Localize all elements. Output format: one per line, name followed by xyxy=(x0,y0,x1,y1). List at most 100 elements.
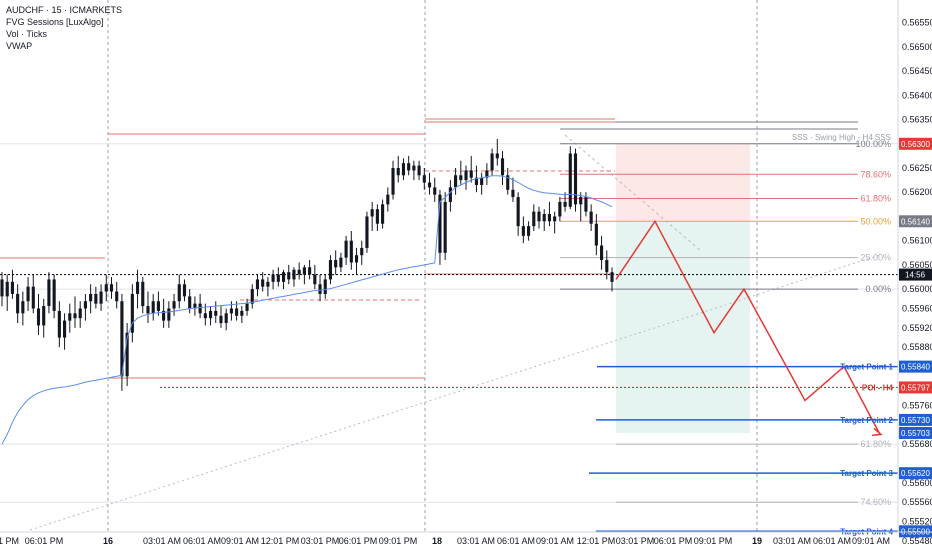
vwap-line xyxy=(1,175,613,445)
candle-body-8 xyxy=(42,306,46,326)
symbol-title[interactable]: AUDCHF · 15 · ICMARKETS xyxy=(6,5,123,15)
candle-body-94 xyxy=(490,153,494,171)
candle-body-83 xyxy=(433,187,437,195)
candle-body-67 xyxy=(349,240,353,263)
price-badge-3: 0.55797 xyxy=(901,383,930,392)
price-tick-23: 0.55560 xyxy=(902,497,932,507)
indicator-volume[interactable]: Vol · Ticks xyxy=(6,29,48,39)
candle-body-81 xyxy=(422,175,426,183)
candle-body-10 xyxy=(52,279,56,311)
candle-body-9 xyxy=(47,279,51,307)
candle-body-60 xyxy=(313,274,317,285)
price-tick-2: 0.56450 xyxy=(902,66,932,76)
price-tick-9: 0.56100 xyxy=(902,236,932,246)
price-tick-4: 0.56350 xyxy=(902,115,932,125)
candle-body-95 xyxy=(495,153,499,159)
candle-body-77 xyxy=(401,163,406,176)
candle-body-33 xyxy=(172,301,176,309)
candle-body-20 xyxy=(104,284,108,292)
candle-body-27 xyxy=(141,281,145,307)
candle-body-24 xyxy=(125,332,129,377)
time-tick-13: 09:01 AM xyxy=(536,536,574,546)
price-badge-4: 0.55730 xyxy=(901,416,930,425)
price-tick-11: 0.56000 xyxy=(902,284,932,294)
candle-body-78 xyxy=(407,163,411,171)
candle-body-55 xyxy=(287,272,291,280)
candle-body-47 xyxy=(245,303,249,311)
candle-body-31 xyxy=(162,310,166,321)
time-tick-17: 09:01 PM xyxy=(694,536,733,546)
projection-zigzag xyxy=(615,219,881,435)
price-axis[interactable]: 0.56550 0.56500 0.56450 0.56400 0.56350 0.563… xyxy=(897,0,932,550)
candle-body-59 xyxy=(308,267,312,275)
candle-body-111 xyxy=(579,197,583,205)
time-tick-10: 18 xyxy=(432,536,442,546)
session-separators xyxy=(0,0,898,532)
candle-body-82 xyxy=(427,182,432,188)
candle-body-25 xyxy=(130,293,134,333)
sell-target-zone xyxy=(616,221,750,433)
fib-label-2: 61.80% xyxy=(860,194,891,204)
price-badge-5: 0.55703 xyxy=(901,429,930,438)
candle-body-6 xyxy=(31,286,35,309)
candle-body-79 xyxy=(412,165,416,171)
candle-body-107 xyxy=(558,201,562,217)
indicator-vwap[interactable]: VWAP xyxy=(6,41,33,51)
candle-body-41 xyxy=(214,310,218,316)
candle-body-71 xyxy=(370,209,374,217)
candle-body-5 xyxy=(26,286,30,302)
chart-legend: AUDCHF · 15 · ICMARKETS FVG Sessions [Lu… xyxy=(6,4,122,52)
candle-body-44 xyxy=(229,308,233,314)
candle-body-51 xyxy=(266,281,270,287)
candle-body-18 xyxy=(94,293,98,304)
candle-body-115 xyxy=(600,245,604,261)
candle-body-57 xyxy=(297,269,301,275)
time-tick-1: 06:01 PM xyxy=(25,536,64,546)
candle-body-70 xyxy=(365,216,369,248)
candle-body-3 xyxy=(16,293,20,314)
candle-body-99 xyxy=(516,197,520,227)
fib-label-3: 50.00% xyxy=(860,216,891,226)
time-tick-21: 09:01 AM xyxy=(852,536,890,546)
clock-badge-bg xyxy=(899,268,932,281)
price-tick-20: 0.55680 xyxy=(902,439,932,449)
candle-body-75 xyxy=(391,168,395,195)
swing-high-label: SSS - Swing High - H4 SSS xyxy=(792,133,891,142)
price-badge-bg-0 xyxy=(899,137,932,150)
candle-body-11 xyxy=(57,310,61,338)
candle-body-64 xyxy=(334,260,338,268)
candle-body-15 xyxy=(78,308,82,319)
price-badge-bg-4 xyxy=(899,413,932,426)
time-tick-18: 19 xyxy=(752,536,762,546)
candle-body-48 xyxy=(250,289,254,304)
candle-body-1 xyxy=(5,281,9,297)
candle-body-50 xyxy=(261,279,265,287)
candle-body-30 xyxy=(156,301,160,311)
time-tick-15: 03:01 PM xyxy=(616,536,655,546)
target-label-3: Target Point 3 xyxy=(840,469,893,478)
price-badge-1: 0.56140 xyxy=(901,217,930,226)
indicator-fvg[interactable]: FVG Sessions [LuxAlgo] xyxy=(6,17,104,27)
time-tick-9: 09:01 PM xyxy=(379,536,418,546)
price-tick-10: 0.56050 xyxy=(902,260,932,270)
candle-body-38 xyxy=(198,303,202,314)
price-badge-0: 0.56300 xyxy=(901,140,930,149)
candle-body-28 xyxy=(146,306,150,314)
candle-body-69 xyxy=(360,247,364,256)
candle-body-16 xyxy=(83,301,87,309)
candles xyxy=(0,138,614,391)
candle-body-103 xyxy=(537,211,541,222)
price-tick-0: 0.56550 xyxy=(902,18,932,28)
price-tick-17: 0.55760 xyxy=(902,400,932,410)
candle-body-23 xyxy=(120,301,124,377)
price-tick-13: 0.55920 xyxy=(902,323,932,333)
candle-body-68 xyxy=(354,255,359,263)
time-tick-11: 03:01 AM xyxy=(457,536,495,546)
candle-body-26 xyxy=(135,281,140,294)
time-tick-20: 06:01 AM xyxy=(813,536,851,546)
candle-body-102 xyxy=(532,211,536,227)
candle-body-104 xyxy=(542,214,546,222)
